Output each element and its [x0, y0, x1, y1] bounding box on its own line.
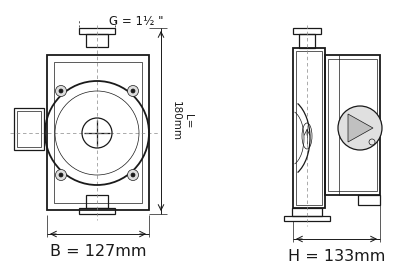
Bar [358, 195, 380, 205]
Circle shape [128, 169, 139, 181]
Bar [79, 208, 115, 214]
Bar [86, 195, 108, 208]
Bar [54, 62, 142, 203]
Circle shape [128, 86, 139, 97]
Circle shape [59, 173, 63, 177]
Circle shape [338, 106, 382, 150]
Bar [328, 59, 377, 191]
Circle shape [55, 169, 66, 181]
Bar [47, 55, 149, 210]
Circle shape [369, 139, 375, 145]
Bar [325, 55, 380, 195]
Text: B = 127mm: B = 127mm [50, 244, 146, 259]
Bar [299, 34, 315, 48]
Bar [14, 108, 44, 150]
Circle shape [131, 89, 135, 93]
Circle shape [131, 173, 135, 177]
Bar [293, 28, 321, 34]
Circle shape [55, 86, 66, 97]
Circle shape [59, 89, 63, 93]
Text: H = 133mm: H = 133mm [288, 249, 385, 264]
Bar [292, 208, 322, 216]
Bar [296, 51, 322, 205]
Text: L=
180mm: L= 180mm [171, 101, 194, 141]
Bar [284, 216, 330, 221]
Bar [17, 111, 41, 147]
Bar [293, 48, 325, 208]
Polygon shape [348, 114, 373, 142]
Text: G = 1½ ": G = 1½ " [109, 15, 164, 28]
Bar [86, 34, 108, 47]
Bar [79, 28, 115, 34]
